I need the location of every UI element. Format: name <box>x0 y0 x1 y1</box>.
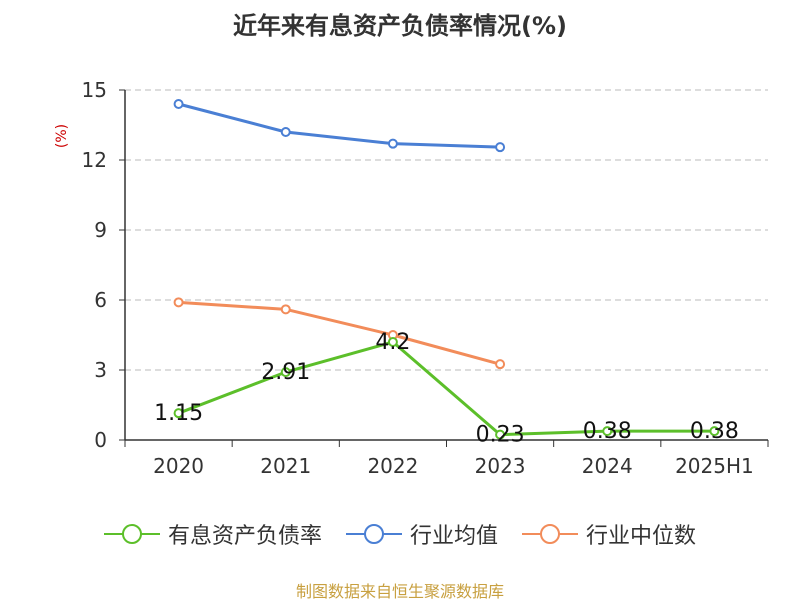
y-tick-label: 0 <box>94 428 107 452</box>
data-label: 4.2 <box>375 330 410 355</box>
series-line <box>178 340 715 437</box>
legend-label: 行业中位数 <box>586 524 697 549</box>
chart-title: 近年来有息资产负债率情况(%) <box>233 12 567 40</box>
legend-line-circle-icon <box>345 524 402 544</box>
data-source-note: 制图数据来自恒生聚源数据库 <box>295 582 504 601</box>
data-point <box>280 127 291 137</box>
legend-label: 行业均值 <box>409 524 498 549</box>
data-point <box>387 138 398 149</box>
data-point <box>173 99 184 109</box>
y-tick-label: 9 <box>94 218 107 242</box>
data-label: 1.15 <box>154 401 203 426</box>
x-tick-label: 2024 <box>582 454 633 478</box>
x-tick-label: 2021 <box>260 454 311 478</box>
data-point <box>495 359 506 370</box>
y-tick-label: 3 <box>94 358 107 382</box>
y-tick-label: 12 <box>82 148 107 172</box>
data-label: 0.38 <box>690 419 739 444</box>
legend-line-circle-icon <box>103 524 160 544</box>
data-point <box>173 408 184 419</box>
legend-item[interactable]: 有息资产负债率 <box>103 518 322 550</box>
data-point <box>495 142 506 153</box>
y-tick-label: 15 <box>82 78 107 102</box>
data-point <box>280 304 291 315</box>
series-line <box>178 300 501 366</box>
x-tick-label: 2025H1 <box>675 454 754 478</box>
x-tick-label: 2022 <box>367 454 418 478</box>
data-label: 0.23 <box>476 423 525 448</box>
data-point <box>387 337 398 347</box>
chart-legend: 有息资产负债率 行业均值 行业中位数 <box>0 518 800 550</box>
data-label: 0.38 <box>583 419 632 444</box>
legend-item[interactable]: 行业均值 <box>345 518 498 550</box>
data-point <box>602 426 613 437</box>
series-line <box>178 102 501 149</box>
data-point <box>495 429 506 440</box>
data-point <box>709 426 720 437</box>
x-tick-label: 2020 <box>153 454 204 478</box>
data-label: 2.91 <box>261 360 310 385</box>
data-point <box>173 297 184 308</box>
legend-line-circle-icon <box>522 524 578 544</box>
x-tick-label: 2023 <box>475 454 526 478</box>
legend-label: 有息资产负债率 <box>167 524 322 549</box>
data-point <box>280 367 291 378</box>
y-tick-label: 6 <box>94 288 107 312</box>
legend-item[interactable]: 行业中位数 <box>522 518 696 550</box>
